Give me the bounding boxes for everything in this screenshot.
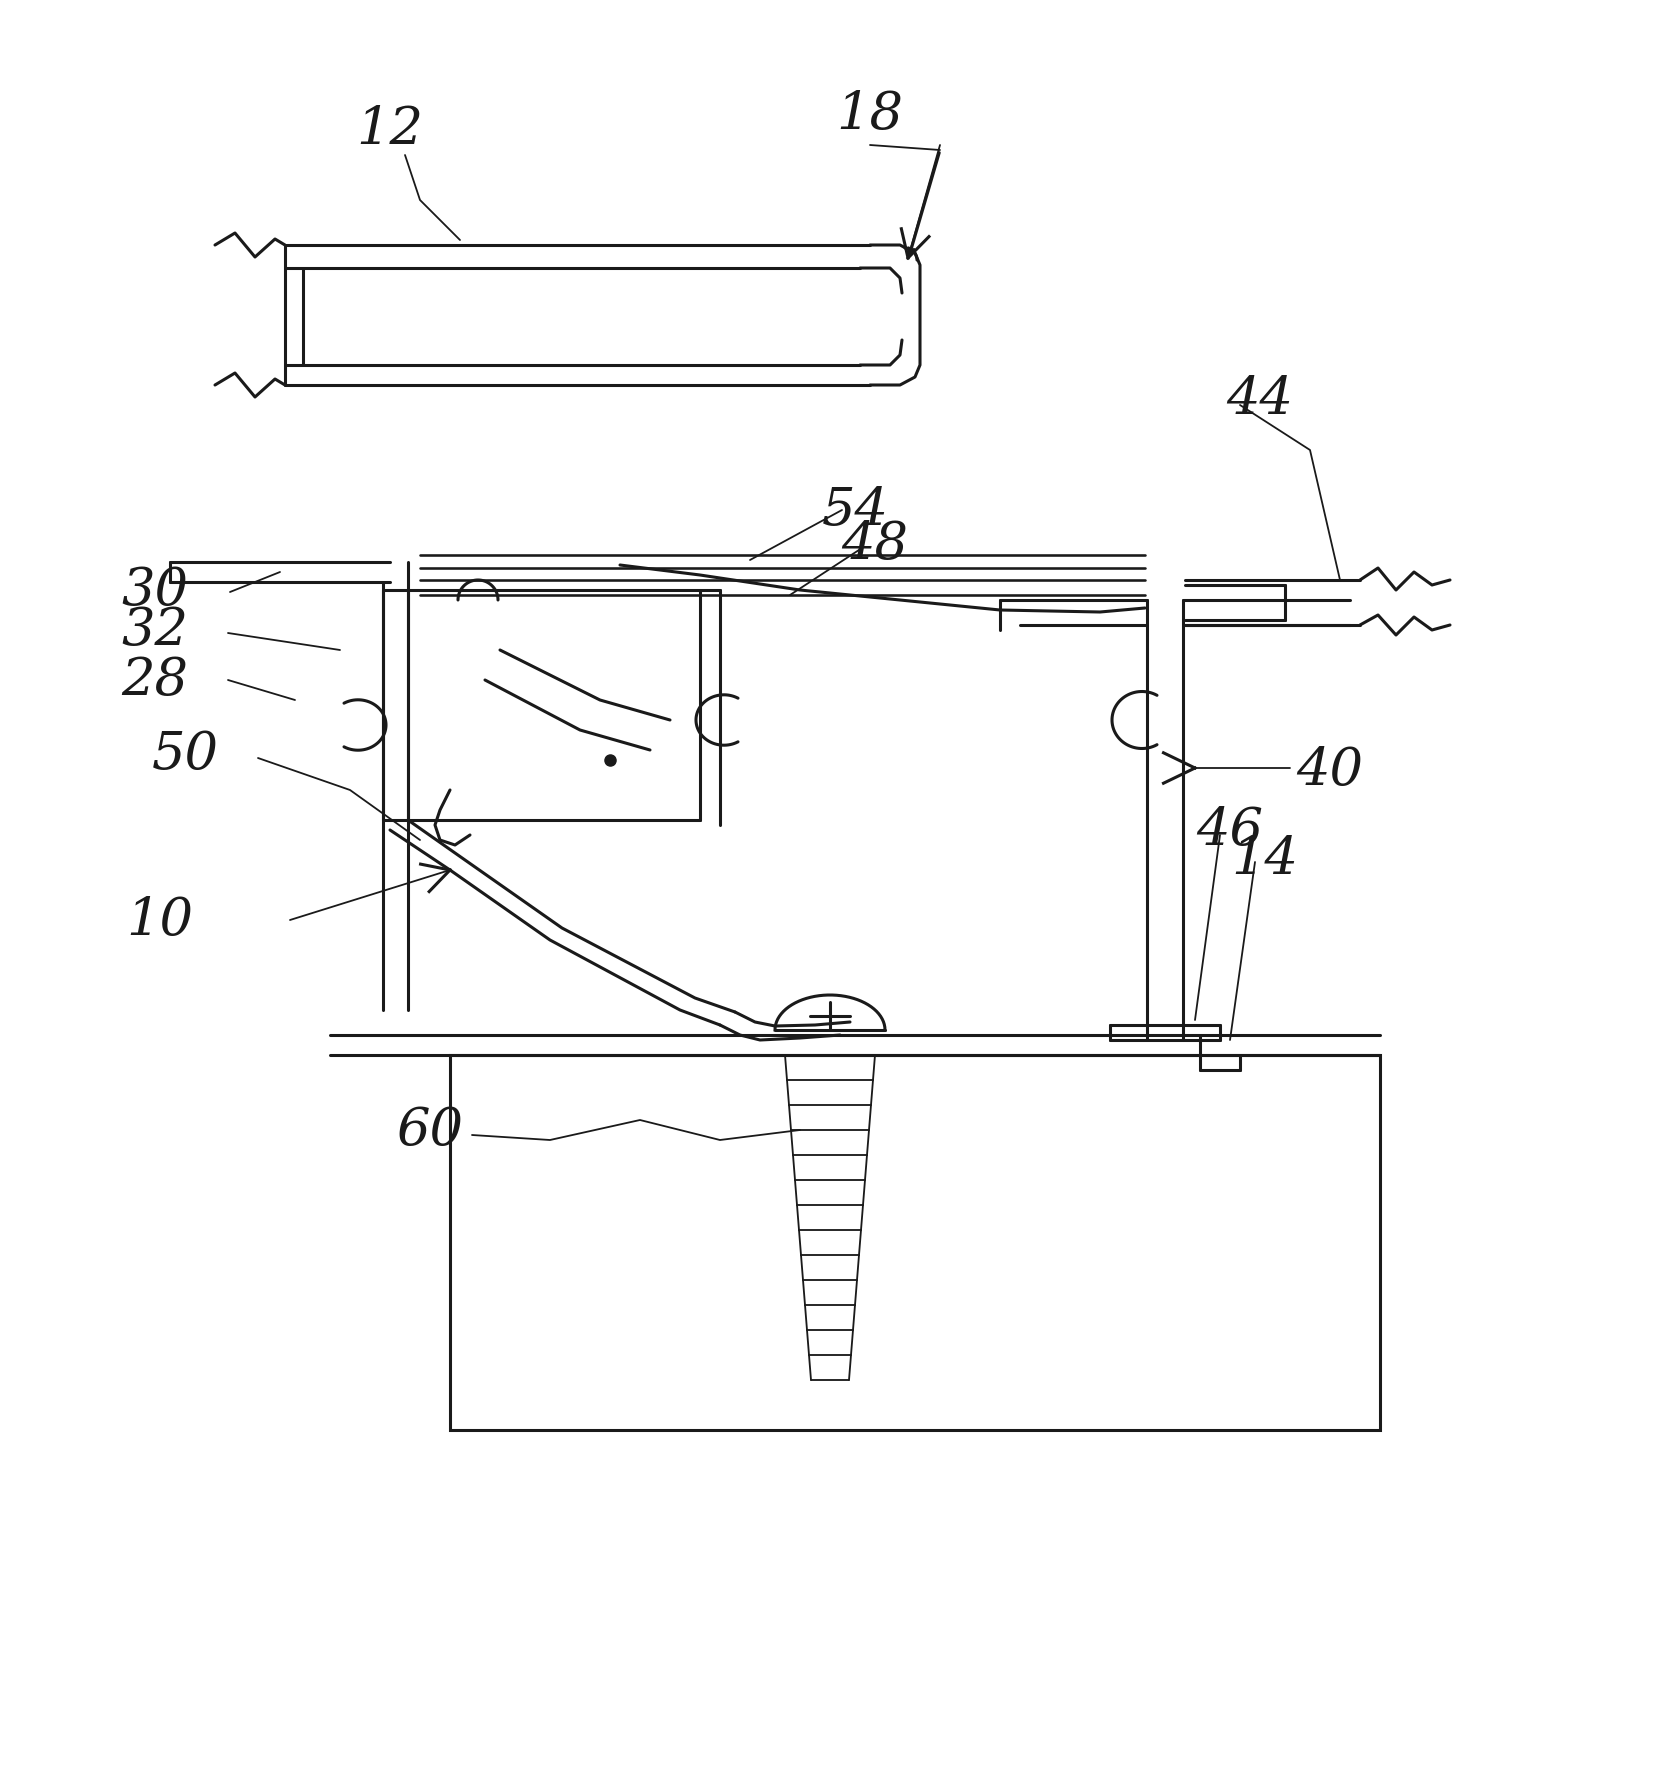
Text: 50: 50 xyxy=(152,730,219,781)
Text: 44: 44 xyxy=(1226,374,1293,426)
Text: 30: 30 xyxy=(122,565,188,615)
Text: 48: 48 xyxy=(841,520,909,570)
Text: 28: 28 xyxy=(122,654,188,706)
Text: 14: 14 xyxy=(1231,835,1298,885)
Text: 10: 10 xyxy=(127,894,193,946)
Text: 32: 32 xyxy=(122,604,188,656)
Text: 60: 60 xyxy=(397,1105,464,1155)
Text: 12: 12 xyxy=(357,104,424,156)
Text: 54: 54 xyxy=(822,485,889,535)
Bar xyxy=(450,1055,1379,1430)
Text: 40: 40 xyxy=(1296,744,1363,796)
Text: 46: 46 xyxy=(1196,805,1263,855)
Text: 18: 18 xyxy=(836,89,904,141)
